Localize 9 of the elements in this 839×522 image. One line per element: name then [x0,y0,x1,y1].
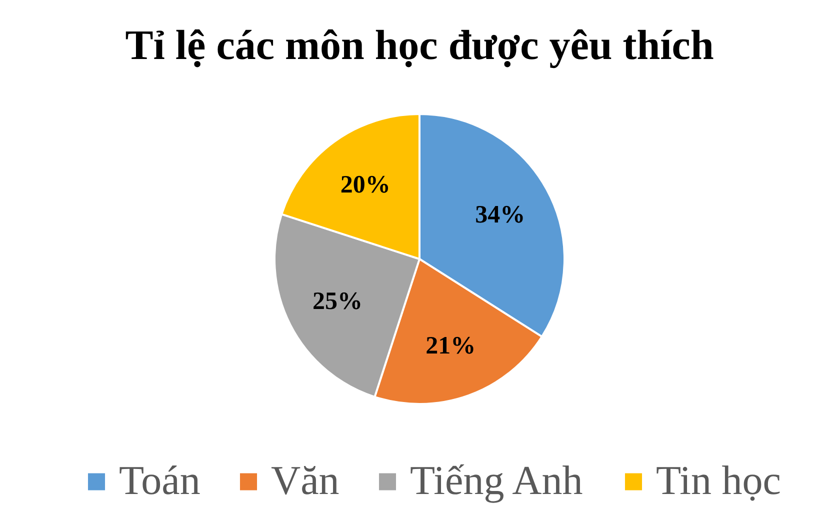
data-label: 25% [312,288,363,315]
data-label: 21% [426,332,476,360]
legend-label: Tin học [656,456,781,503]
data-label: 34% [475,202,526,229]
data-label: 20% [340,172,390,199]
legend-label: Toán [119,456,200,503]
chart-title: Tỉ lệ các môn học được yêu thích [125,23,714,69]
legend-label: Tiếng Anh [410,456,583,503]
legend-label: Văn [271,456,340,503]
